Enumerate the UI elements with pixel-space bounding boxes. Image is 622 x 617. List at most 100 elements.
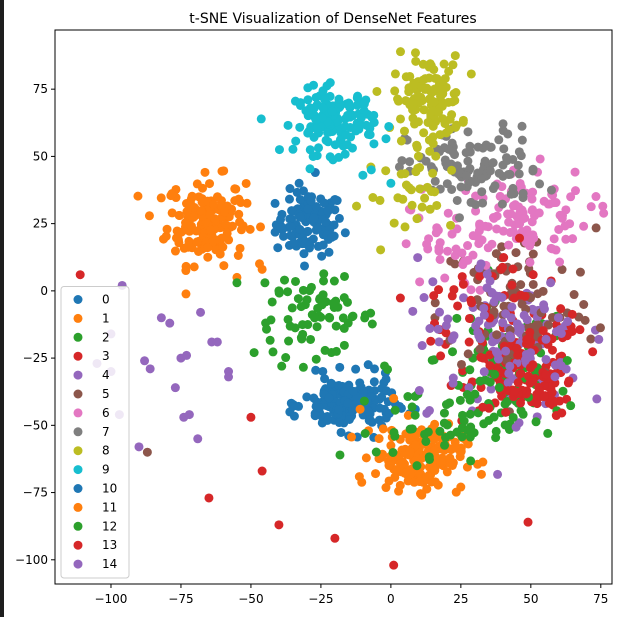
point-series-1 bbox=[256, 222, 266, 232]
point-series-14 bbox=[487, 288, 497, 298]
point-series-7 bbox=[490, 181, 500, 191]
series-9 bbox=[256, 78, 396, 188]
point-series-8 bbox=[404, 87, 414, 97]
point-series-3 bbox=[562, 394, 572, 404]
point-series-9 bbox=[359, 99, 369, 109]
legend-marker-2 bbox=[73, 332, 83, 342]
point-series-8 bbox=[428, 168, 438, 178]
point-series-2 bbox=[329, 276, 339, 286]
point-series-12 bbox=[441, 400, 451, 410]
point-series-11 bbox=[395, 480, 405, 490]
point-series-5 bbox=[430, 298, 440, 308]
point-series-6 bbox=[457, 248, 467, 258]
point-series-9 bbox=[311, 92, 321, 102]
point-series-2 bbox=[326, 348, 336, 358]
legend-label-3: 3 bbox=[102, 349, 110, 363]
point-series-8 bbox=[419, 105, 429, 115]
point-series-12 bbox=[518, 409, 528, 419]
y-tick-label: −25 bbox=[23, 351, 48, 365]
point-series-10 bbox=[363, 406, 373, 416]
point-series-14 bbox=[526, 348, 536, 358]
point-series-10 bbox=[379, 378, 389, 388]
legend-label-9: 9 bbox=[102, 463, 110, 477]
point-series-13 bbox=[541, 370, 551, 380]
point-series-13 bbox=[485, 361, 495, 371]
point-series-0 bbox=[273, 243, 283, 253]
point-series-1 bbox=[189, 262, 199, 272]
point-series-2 bbox=[297, 334, 307, 344]
point-series-0 bbox=[284, 194, 294, 204]
point-series-10 bbox=[334, 418, 344, 428]
point-series-8 bbox=[413, 151, 423, 161]
point-series-3 bbox=[389, 560, 399, 570]
point-series-7 bbox=[502, 156, 512, 166]
point-series-12 bbox=[383, 364, 393, 374]
point-series-6 bbox=[463, 241, 473, 251]
point-series-5 bbox=[575, 267, 585, 277]
point-series-4 bbox=[483, 320, 493, 330]
point-series-8 bbox=[419, 128, 429, 138]
point-series-12 bbox=[466, 456, 476, 466]
point-series-1 bbox=[200, 167, 210, 177]
point-series-5 bbox=[528, 279, 538, 289]
point-series-11 bbox=[445, 453, 455, 463]
point-series-6 bbox=[440, 273, 450, 283]
point-series-9 bbox=[358, 170, 368, 180]
point-series-7 bbox=[528, 166, 538, 176]
point-series-13 bbox=[510, 386, 520, 396]
point-series-7 bbox=[518, 188, 528, 198]
point-series-5 bbox=[516, 280, 526, 290]
point-series-12 bbox=[458, 410, 468, 420]
point-series-10 bbox=[334, 405, 344, 415]
series-13 bbox=[395, 233, 585, 421]
point-series-11 bbox=[451, 487, 461, 497]
point-series-11 bbox=[374, 434, 384, 444]
point-series-8 bbox=[417, 202, 427, 212]
point-series-10 bbox=[335, 362, 345, 372]
point-series-0 bbox=[314, 223, 324, 233]
point-series-4 bbox=[212, 337, 222, 347]
legend-label-10: 10 bbox=[102, 482, 117, 496]
point-series-10 bbox=[358, 387, 368, 397]
point-series-8 bbox=[466, 69, 476, 79]
point-series-5 bbox=[450, 259, 460, 269]
point-series-7 bbox=[442, 179, 452, 189]
point-series-9 bbox=[334, 94, 344, 104]
point-series-2 bbox=[267, 297, 277, 307]
point-series-1 bbox=[205, 179, 215, 189]
point-series-12 bbox=[508, 412, 518, 422]
point-series-10 bbox=[348, 386, 358, 396]
point-series-9 bbox=[318, 86, 328, 96]
point-series-14 bbox=[505, 361, 515, 371]
point-series-8 bbox=[410, 119, 420, 129]
point-series-0 bbox=[270, 198, 280, 208]
point-series-1 bbox=[167, 189, 177, 199]
point-series-0 bbox=[305, 240, 315, 250]
point-series-14 bbox=[414, 386, 424, 396]
point-series-11 bbox=[371, 469, 381, 479]
point-series-4 bbox=[459, 293, 469, 303]
point-series-12 bbox=[543, 428, 553, 438]
point-series-1 bbox=[224, 235, 234, 245]
point-series-1 bbox=[209, 199, 219, 209]
point-series-13 bbox=[512, 344, 522, 354]
point-series-2 bbox=[303, 320, 313, 330]
point-series-1 bbox=[227, 221, 237, 231]
point-series-9 bbox=[309, 80, 319, 90]
point-series-8 bbox=[420, 193, 430, 203]
point-series-6 bbox=[547, 244, 557, 254]
point-series-7 bbox=[478, 198, 488, 208]
point-series-0 bbox=[327, 232, 337, 242]
point-series-14 bbox=[504, 368, 514, 378]
point-series-1 bbox=[206, 225, 216, 235]
point-series-14 bbox=[417, 341, 427, 351]
point-series-6 bbox=[555, 257, 565, 267]
point-series-13 bbox=[564, 376, 574, 386]
point-series-1 bbox=[182, 206, 192, 216]
point-series-0 bbox=[295, 194, 305, 204]
point-series-2 bbox=[311, 354, 321, 364]
point-series-14 bbox=[553, 313, 563, 323]
point-series-11 bbox=[417, 490, 427, 500]
point-series-11 bbox=[414, 477, 424, 487]
point-series-9 bbox=[309, 132, 319, 142]
